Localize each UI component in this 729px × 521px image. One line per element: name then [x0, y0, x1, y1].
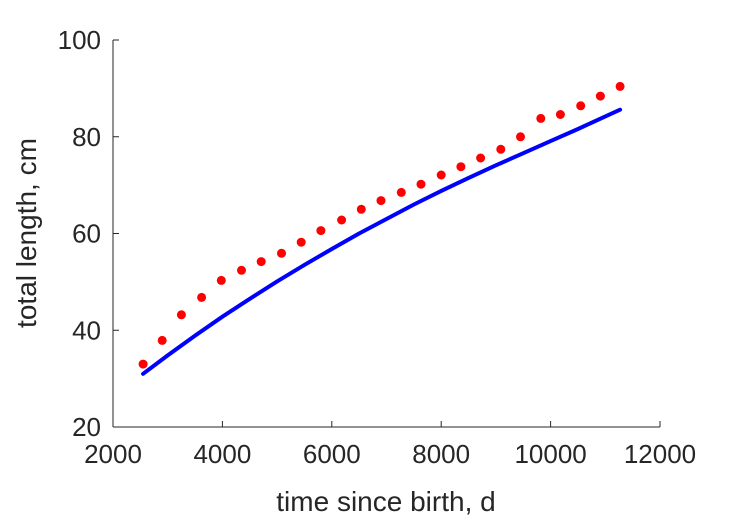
data-point: [436, 170, 446, 180]
y-tick-label: 20: [72, 412, 101, 442]
data-point: [356, 204, 366, 214]
x-tick-label: 12000: [624, 439, 696, 469]
fit-curve-line: [141, 107, 623, 376]
data-point: [376, 196, 386, 206]
data-point: [416, 179, 426, 189]
data-point: [277, 248, 286, 258]
chart-marks: [138, 81, 625, 376]
data-point: [396, 187, 406, 197]
x-tick-label: 2000: [84, 439, 142, 469]
data-point: [456, 162, 466, 172]
data-point: [316, 226, 326, 236]
y-tick-label: 60: [72, 219, 101, 249]
data-point: [476, 153, 486, 163]
data-point: [216, 275, 226, 285]
data-point: [516, 132, 525, 142]
data-point: [595, 91, 605, 101]
x-tick-label: 8000: [412, 439, 470, 469]
data-point: [176, 310, 186, 320]
x-tick-label: 6000: [303, 439, 361, 469]
data-point: [237, 265, 246, 275]
y-tick-label: 80: [72, 122, 101, 152]
data-point: [536, 113, 546, 123]
data-point: [496, 144, 506, 154]
data-point: [555, 110, 565, 119]
axes: [112, 40, 660, 428]
data-point: [615, 81, 625, 91]
x-tick-label: 4000: [193, 439, 251, 469]
data-point: [337, 215, 347, 225]
data-point: [138, 359, 148, 369]
y-tick-label: 40: [72, 315, 101, 345]
x-axis-label: time since birth, d: [276, 486, 495, 517]
data-point: [256, 257, 266, 267]
ticks: 2000 4000 6000 8000 10000 12000 20 40 60 80 100: [58, 25, 697, 469]
data-point: [576, 101, 586, 111]
data-point: [197, 292, 207, 302]
data-point: [157, 335, 167, 345]
x-tick-label: 10000: [514, 439, 586, 469]
y-tick-label: 100: [58, 25, 101, 55]
data-point: [296, 237, 306, 247]
y-axis-label: total length, cm: [11, 138, 42, 328]
